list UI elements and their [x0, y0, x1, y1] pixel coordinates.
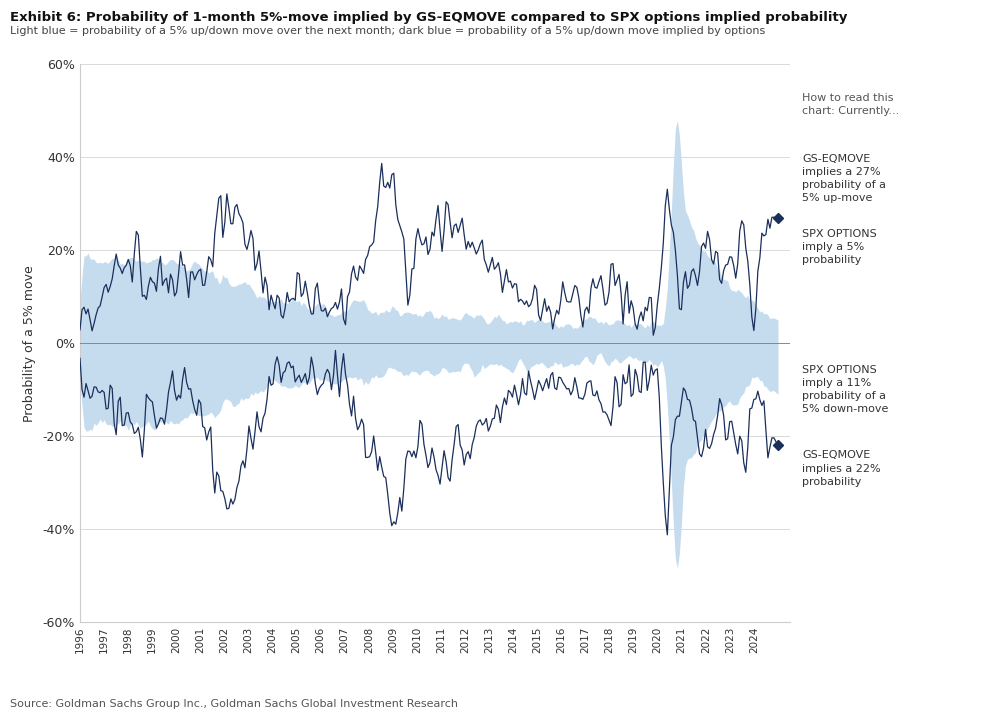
Text: SPX OPTIONS
imply a 5%
probability: SPX OPTIONS imply a 5% probability [802, 229, 877, 265]
Y-axis label: Probability of a 5% move: Probability of a 5% move [23, 265, 36, 422]
Text: GS-EQMOVE
implies a 22%
probability: GS-EQMOVE implies a 22% probability [802, 450, 881, 487]
Text: Exhibit 6: Probability of 1-month 5%-move implied by GS-EQMOVE compared to SPX o: Exhibit 6: Probability of 1-month 5%-mov… [10, 11, 847, 24]
Text: GS-EQMOVE
implies a 27%
probability of a
5% up-move: GS-EQMOVE implies a 27% probability of a… [802, 154, 886, 203]
Text: Light blue = probability of a 5% up/down move over the next month; dark blue = p: Light blue = probability of a 5% up/down… [10, 26, 765, 36]
Text: Source: Goldman Sachs Group Inc., Goldman Sachs Global Investment Research: Source: Goldman Sachs Group Inc., Goldma… [10, 699, 458, 709]
Text: How to read this
chart: Currently...: How to read this chart: Currently... [802, 93, 899, 116]
Text: SPX OPTIONS
imply a 11%
probability of a
5% down-move: SPX OPTIONS imply a 11% probability of a… [802, 365, 888, 414]
